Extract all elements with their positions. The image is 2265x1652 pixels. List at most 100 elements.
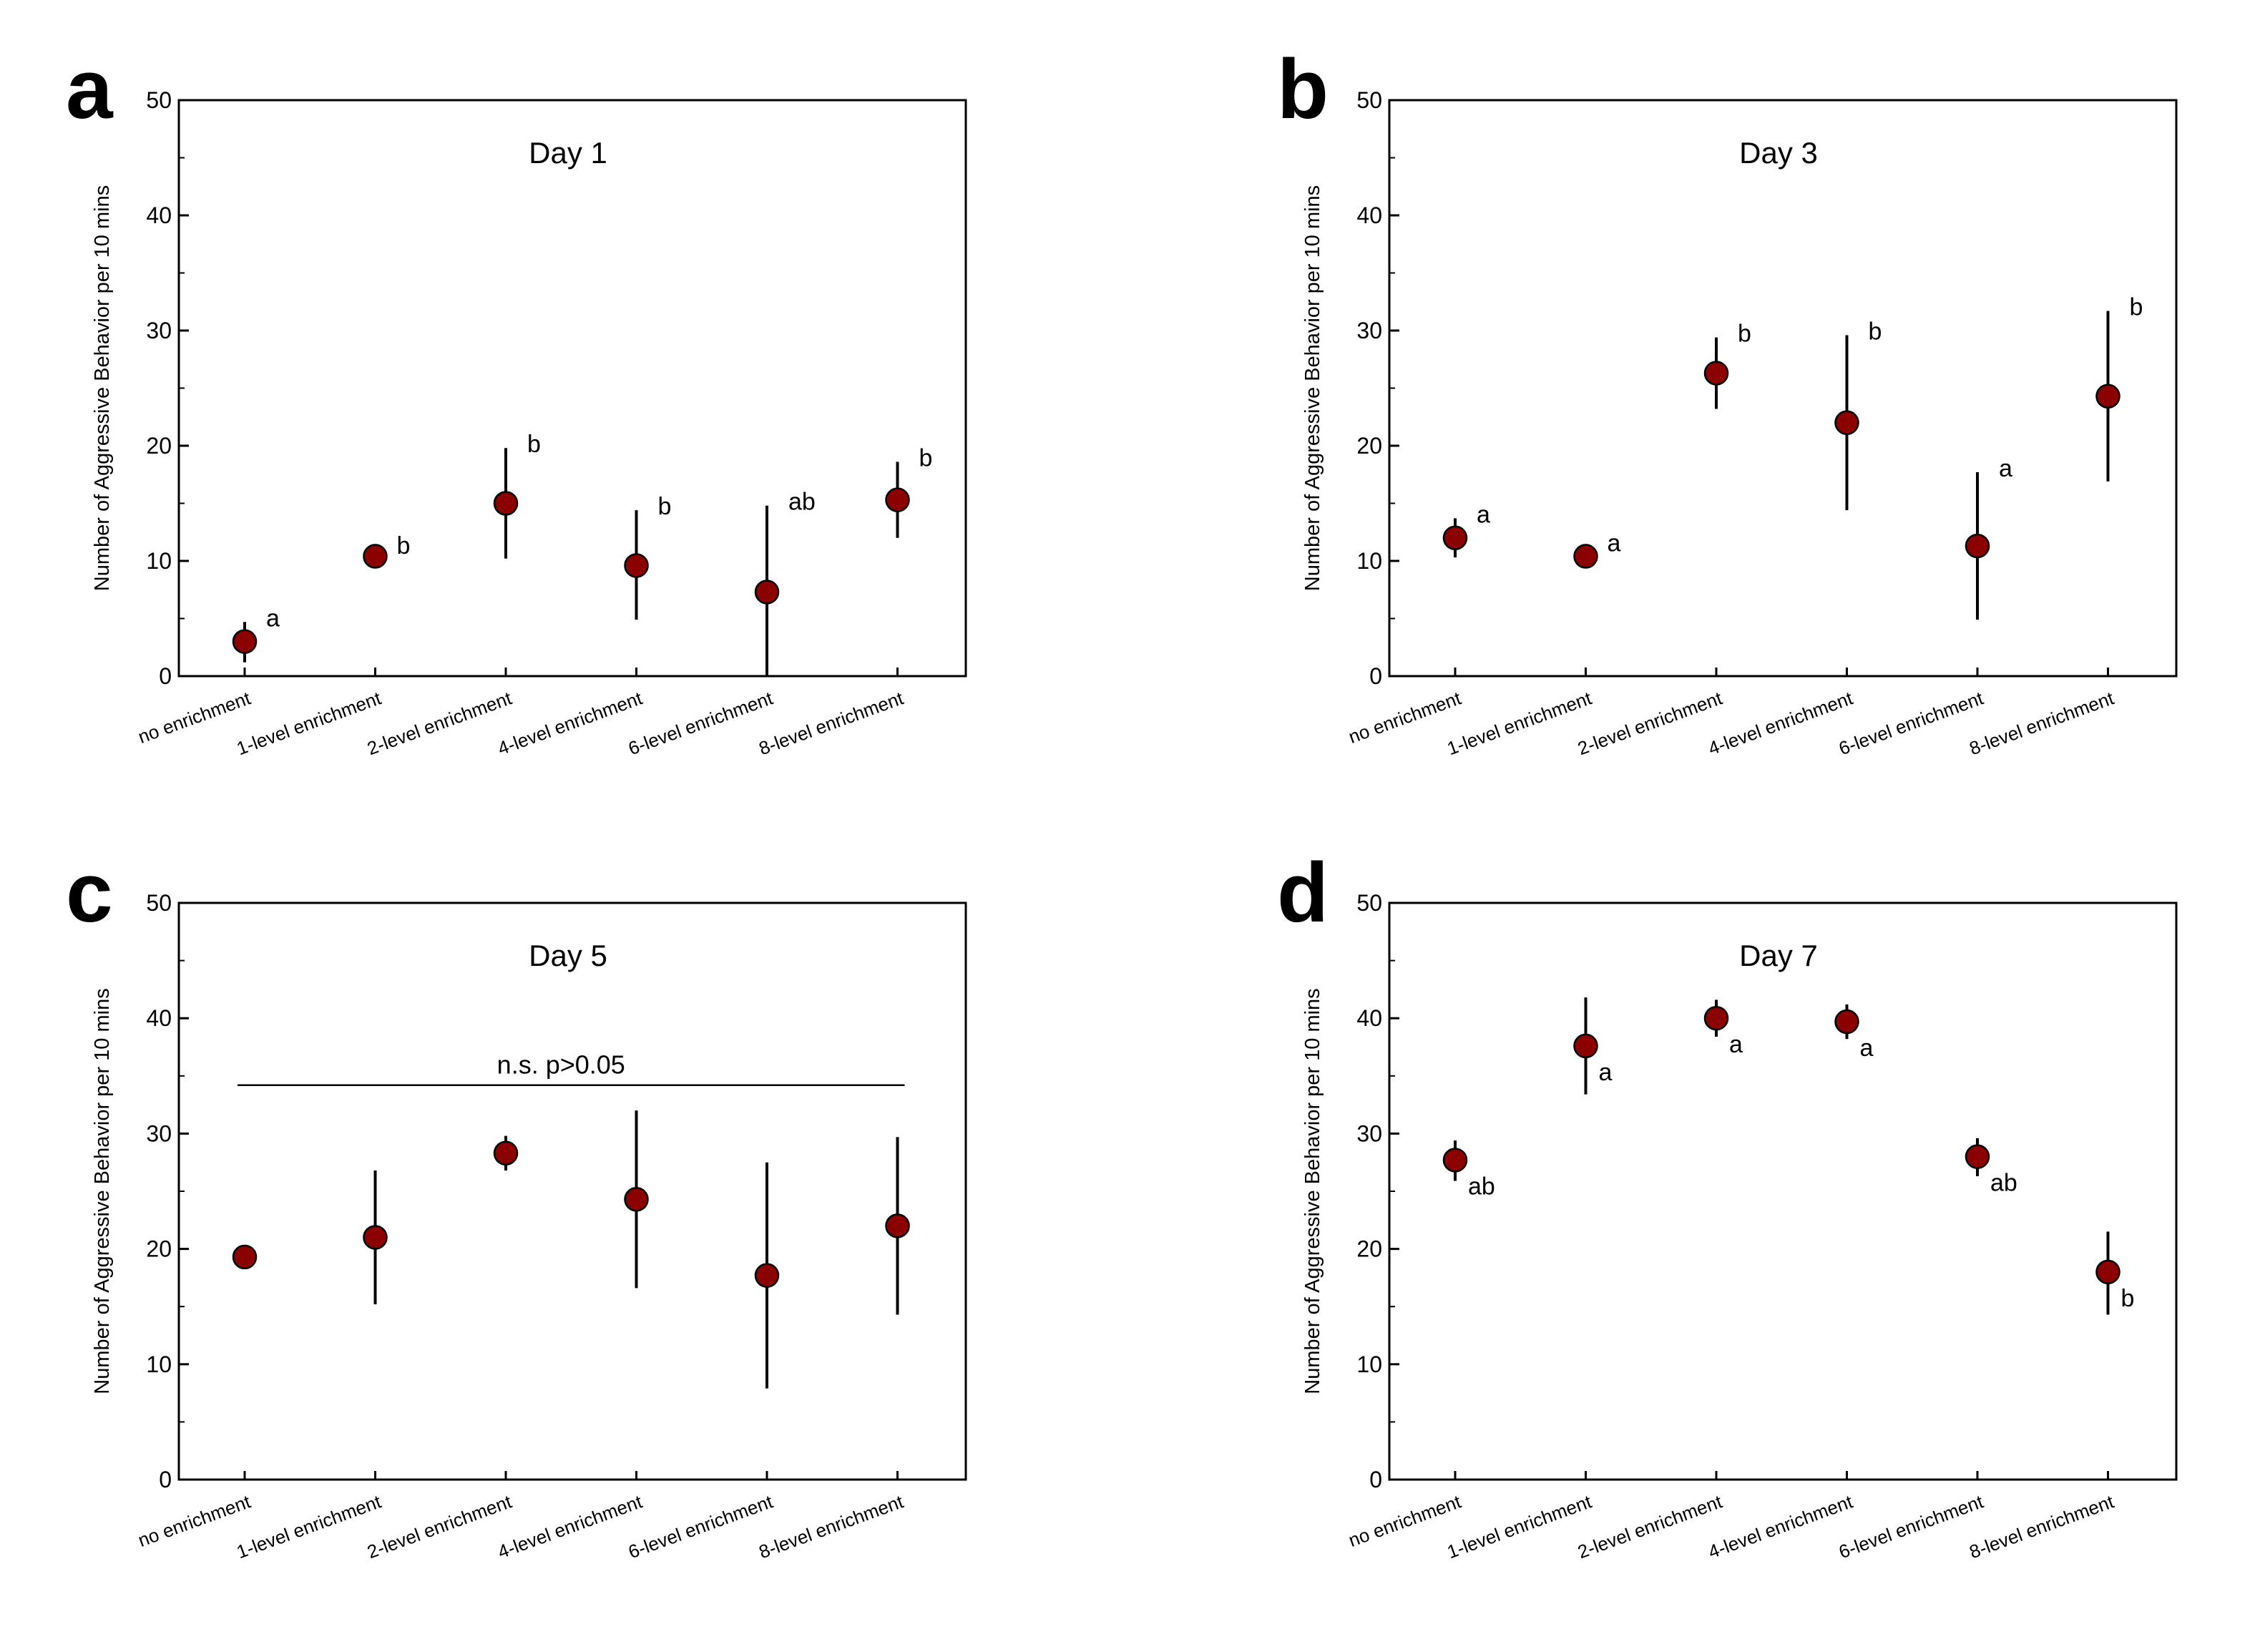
data-point (624, 553, 649, 578)
x-tick-label: 2-level enrichment (364, 687, 515, 759)
panel-letter: d (1277, 846, 1329, 940)
data-point (2095, 383, 2120, 409)
y-tick-label: 20 (146, 433, 172, 459)
plot-frame (1388, 99, 2178, 678)
chart-panel-c: c Day 5 0 10 20 30 40 50 Number of Aggressive Be… (66, 846, 967, 1563)
y-tick-label: 50 (146, 87, 172, 113)
data-point (493, 1140, 519, 1166)
plot-frame (1388, 901, 2178, 1481)
significance-label: b (1869, 318, 1882, 345)
data-point (1573, 544, 1598, 569)
chart-panel-d: d Day 7 0 10 20 30 40 50 Number of Aggressive Be… (1277, 846, 2178, 1563)
y-tick-label: 30 (146, 318, 172, 343)
x-tick-label: 6-level enrichment (625, 1490, 776, 1563)
y-tick-label: 10 (1356, 548, 1382, 574)
data-point (624, 1187, 649, 1212)
chart-panel-a: a Day 1 0 10 20 30 40 50 Number of Aggressive Be… (66, 42, 967, 759)
y-tick-label: 0 (1369, 663, 1382, 689)
data-point (754, 580, 780, 605)
x-tick-label: 4-level enrichment (495, 1490, 646, 1563)
data-point (885, 487, 910, 512)
y-tick-label: 20 (1356, 1236, 1382, 1262)
x-tick-label: 1-level enrichment (1444, 1490, 1595, 1563)
data-point (2095, 1259, 2120, 1285)
y-tick-label: 30 (1356, 1120, 1382, 1146)
x-tick-label: 2-level enrichment (1575, 687, 1726, 759)
x-tick-label: 8-level enrichment (1967, 687, 2118, 759)
significance-label: b (527, 431, 541, 458)
chart-title: Day 5 (529, 939, 607, 972)
significance-label: a (1608, 530, 1621, 557)
plot-frame (177, 99, 967, 678)
significance-label: ab (1468, 1173, 1495, 1200)
x-tick-label: 8-level enrichment (756, 687, 907, 759)
panel-letter: a (66, 42, 114, 137)
y-tick-label: 40 (1356, 1005, 1382, 1031)
x-tick-label: 2-level enrichment (1575, 1490, 1726, 1563)
chart-title: Day 3 (1739, 136, 1818, 170)
data-point (1834, 1009, 1859, 1035)
data-point (1442, 1148, 1468, 1173)
data-point (1442, 525, 1468, 551)
data-point (363, 544, 388, 569)
y-tick-label: 50 (1356, 87, 1382, 113)
panel-letter: b (1277, 42, 1329, 137)
x-tick-label: 2-level enrichment (364, 1490, 515, 1563)
x-tick-label: 4-level enrichment (495, 687, 646, 759)
data-point (1965, 533, 1990, 559)
y-tick-label: 0 (159, 663, 172, 689)
significance-label: a (1729, 1031, 1743, 1058)
y-tick-label: 40 (146, 1005, 172, 1031)
chart-panel-b: b Day 3 0 10 20 30 40 50 Number of Aggressive Be… (1277, 42, 2178, 759)
x-tick-label: 6-level enrichment (1836, 687, 1987, 759)
significance-label: ab (788, 489, 816, 516)
x-tick-label: 1-level enrichment (234, 687, 385, 759)
chart-title: Day 1 (529, 136, 607, 170)
data-point (1703, 361, 1729, 386)
y-tick-label: 20 (146, 1236, 172, 1262)
data-point (1834, 410, 1859, 436)
significance-label: a (266, 605, 280, 632)
y-tick-label: 0 (159, 1467, 172, 1492)
x-tick-label: 4-level enrichment (1706, 1490, 1856, 1563)
significance-label: b (397, 532, 411, 559)
plot-frame (177, 901, 967, 1481)
x-tick-label: 1-level enrichment (234, 1490, 385, 1563)
significance-label: b (919, 445, 933, 472)
y-tick-label: 0 (1369, 1467, 1382, 1492)
x-tick-label: 8-level enrichment (1967, 1490, 2118, 1563)
significance-label: b (2121, 1285, 2135, 1312)
significance-label: ab (1990, 1170, 2017, 1197)
data-point (1703, 1005, 1729, 1031)
data-point (754, 1263, 780, 1288)
y-tick-label: 30 (146, 1120, 172, 1146)
significance-label: b (1738, 321, 1751, 348)
x-tick-label: 8-level enrichment (756, 1490, 907, 1563)
y-tick-label: 40 (146, 202, 172, 228)
significance-label: a (1477, 501, 1490, 528)
chart-title: Day 7 (1739, 939, 1818, 972)
y-tick-label: 10 (146, 548, 172, 574)
y-tick-label: 10 (146, 1352, 172, 1377)
y-tick-label: 30 (1356, 318, 1382, 343)
significance-label: a (1860, 1035, 1874, 1062)
data-point (232, 629, 258, 654)
y-tick-label: 40 (1356, 202, 1382, 228)
x-tick-label: 6-level enrichment (1836, 1490, 1987, 1563)
significance-label: a (1599, 1059, 1613, 1086)
data-point (1965, 1144, 1990, 1169)
data-point (493, 491, 519, 516)
significance-label: a (1999, 455, 2012, 482)
significance-label: b (658, 493, 672, 520)
y-tick-label: 50 (1356, 890, 1382, 916)
y-tick-label: 50 (146, 890, 172, 916)
panel-letter: c (66, 846, 113, 940)
significance-label: b (2130, 294, 2143, 321)
ns-annotation: n.s. p>0.05 (497, 1050, 625, 1080)
x-tick-label: 6-level enrichment (625, 687, 776, 759)
y-axis-label: Number of Aggressive Behavior per 10 min… (1301, 988, 1324, 1394)
data-point (885, 1213, 910, 1238)
y-axis-label: Number of Aggressive Behavior per 10 min… (91, 185, 114, 591)
data-point (363, 1225, 388, 1250)
data-point (1573, 1033, 1598, 1059)
